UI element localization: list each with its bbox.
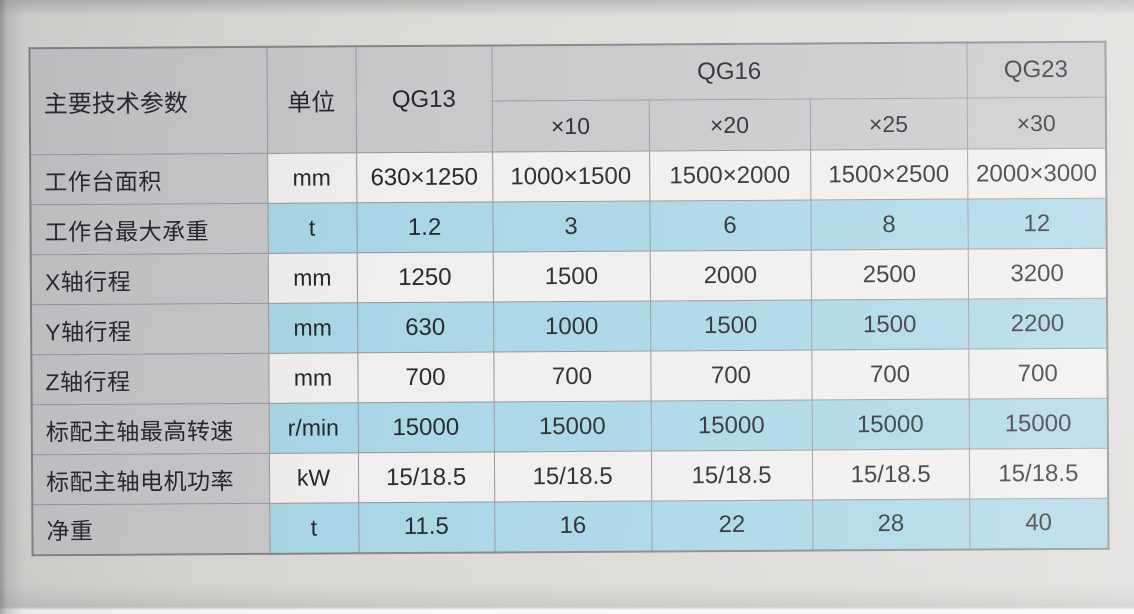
header-model-qg16: QG16	[491, 42, 967, 101]
row-label: 标配主轴电机功率	[31, 453, 270, 505]
value-cell: 1500×2000	[649, 150, 811, 202]
value-cell: 40	[969, 498, 1109, 550]
row-label: Y轴行程	[31, 303, 269, 355]
value-cell: 2500	[810, 249, 969, 301]
value-cell: 16	[494, 501, 652, 552]
value-cell: 630	[357, 301, 494, 353]
value-cell: 15000	[650, 400, 812, 452]
unit-cell: t	[269, 502, 359, 554]
value-cell: 8	[810, 199, 968, 251]
value-cell: 1000	[493, 301, 651, 352]
header-model-qg23: QG23	[966, 41, 1106, 99]
value-cell: 630×1250	[356, 151, 493, 203]
value-cell: 2200	[968, 298, 1108, 350]
unit-cell: mm	[267, 152, 357, 204]
row-label: 工作台最大承重	[30, 203, 268, 255]
value-cell: 15000	[357, 401, 494, 453]
row-label: Z轴行程	[31, 353, 269, 405]
specs-table: 主要技术参数 单位 QG13 QG16 QG23 ×10 ×20 ×25 ×30…	[28, 40, 1110, 556]
header-unit-label: 单位	[266, 46, 357, 154]
value-cell: 700	[650, 350, 812, 402]
table-row-net-weight: 净重 t 11.5 16 22 28 40	[32, 498, 1109, 555]
value-cell: 3200	[967, 248, 1108, 300]
table-row-x-travel: X轴行程 mm 1250 1500 2000 2500 3200	[30, 248, 1108, 305]
unit-cell: mm	[267, 252, 358, 304]
row-label: X轴行程	[30, 253, 269, 305]
value-cell: 15000	[968, 398, 1108, 450]
row-label: 净重	[32, 503, 270, 555]
table-row-z-travel: Z轴行程 mm 700 700 700 700 700	[31, 348, 1108, 405]
table-row-y-travel: Y轴行程 mm 630 1000 1500 1500 2200	[31, 298, 1108, 355]
value-cell: 28	[812, 499, 970, 551]
header-param-label: 主要技术参数	[29, 46, 268, 155]
unit-cell: r/min	[268, 402, 358, 454]
header-model-qg13: QG13	[355, 45, 493, 153]
row-label: 工作台面积	[30, 153, 268, 205]
table-row-motor-power: 标配主轴电机功率 kW 15/18.5 15/18.5 15/18.5 15/1…	[31, 448, 1109, 505]
value-cell: 3	[492, 201, 650, 252]
value-cell: 15/18.5	[650, 450, 813, 502]
value-cell: 700	[811, 349, 969, 401]
value-cell: 2000	[649, 250, 812, 302]
unit-cell: t	[267, 202, 357, 254]
value-cell: 700	[968, 348, 1108, 400]
value-cell: 15/18.5	[357, 451, 495, 503]
value-cell: 1500	[492, 251, 651, 302]
value-cell: 12	[967, 198, 1107, 250]
value-cell: 15000	[493, 401, 651, 452]
unit-cell: mm	[268, 352, 358, 404]
value-cell: 700	[357, 351, 494, 403]
unit-cell: mm	[268, 302, 358, 354]
value-cell: 1500	[650, 300, 812, 352]
value-cell: 6	[649, 200, 811, 252]
value-cell: 700	[493, 351, 651, 402]
value-cell: 1.2	[356, 201, 493, 253]
value-cell: 15/18.5	[811, 449, 970, 501]
subheader-qg16-x10: ×10	[491, 100, 650, 152]
value-cell: 15/18.5	[493, 451, 652, 502]
value-cell: 15/18.5	[968, 448, 1109, 500]
subheader-qg16-x25: ×25	[809, 98, 968, 151]
unit-cell: kW	[268, 452, 359, 504]
value-cell: 2000×3000	[967, 148, 1107, 200]
value-cell: 1500	[811, 299, 969, 351]
table-row-spindle-speed: 标配主轴最高转速 r/min 15000 15000 15000 15000 1…	[31, 398, 1108, 455]
table-row-worktable-area: 工作台面积 mm 630×1250 1000×1500 1500×2000 15…	[30, 148, 1107, 205]
value-cell: 15000	[811, 399, 969, 451]
value-cell: 1000×1500	[492, 151, 650, 202]
subheader-qg23-x30: ×30	[966, 97, 1107, 150]
subheader-qg16-x20: ×20	[648, 99, 811, 152]
value-cell: 11.5	[358, 501, 495, 553]
header-row-models: 主要技术参数 单位 QG13 QG16 QG23	[29, 41, 1106, 155]
value-cell: 1500×2500	[810, 149, 968, 201]
row-label: 标配主轴最高转速	[31, 403, 269, 455]
value-cell: 1250	[356, 251, 494, 303]
table-row-max-load: 工作台最大承重 t 1.2 3 6 8 12	[30, 198, 1107, 255]
value-cell: 22	[651, 500, 813, 552]
